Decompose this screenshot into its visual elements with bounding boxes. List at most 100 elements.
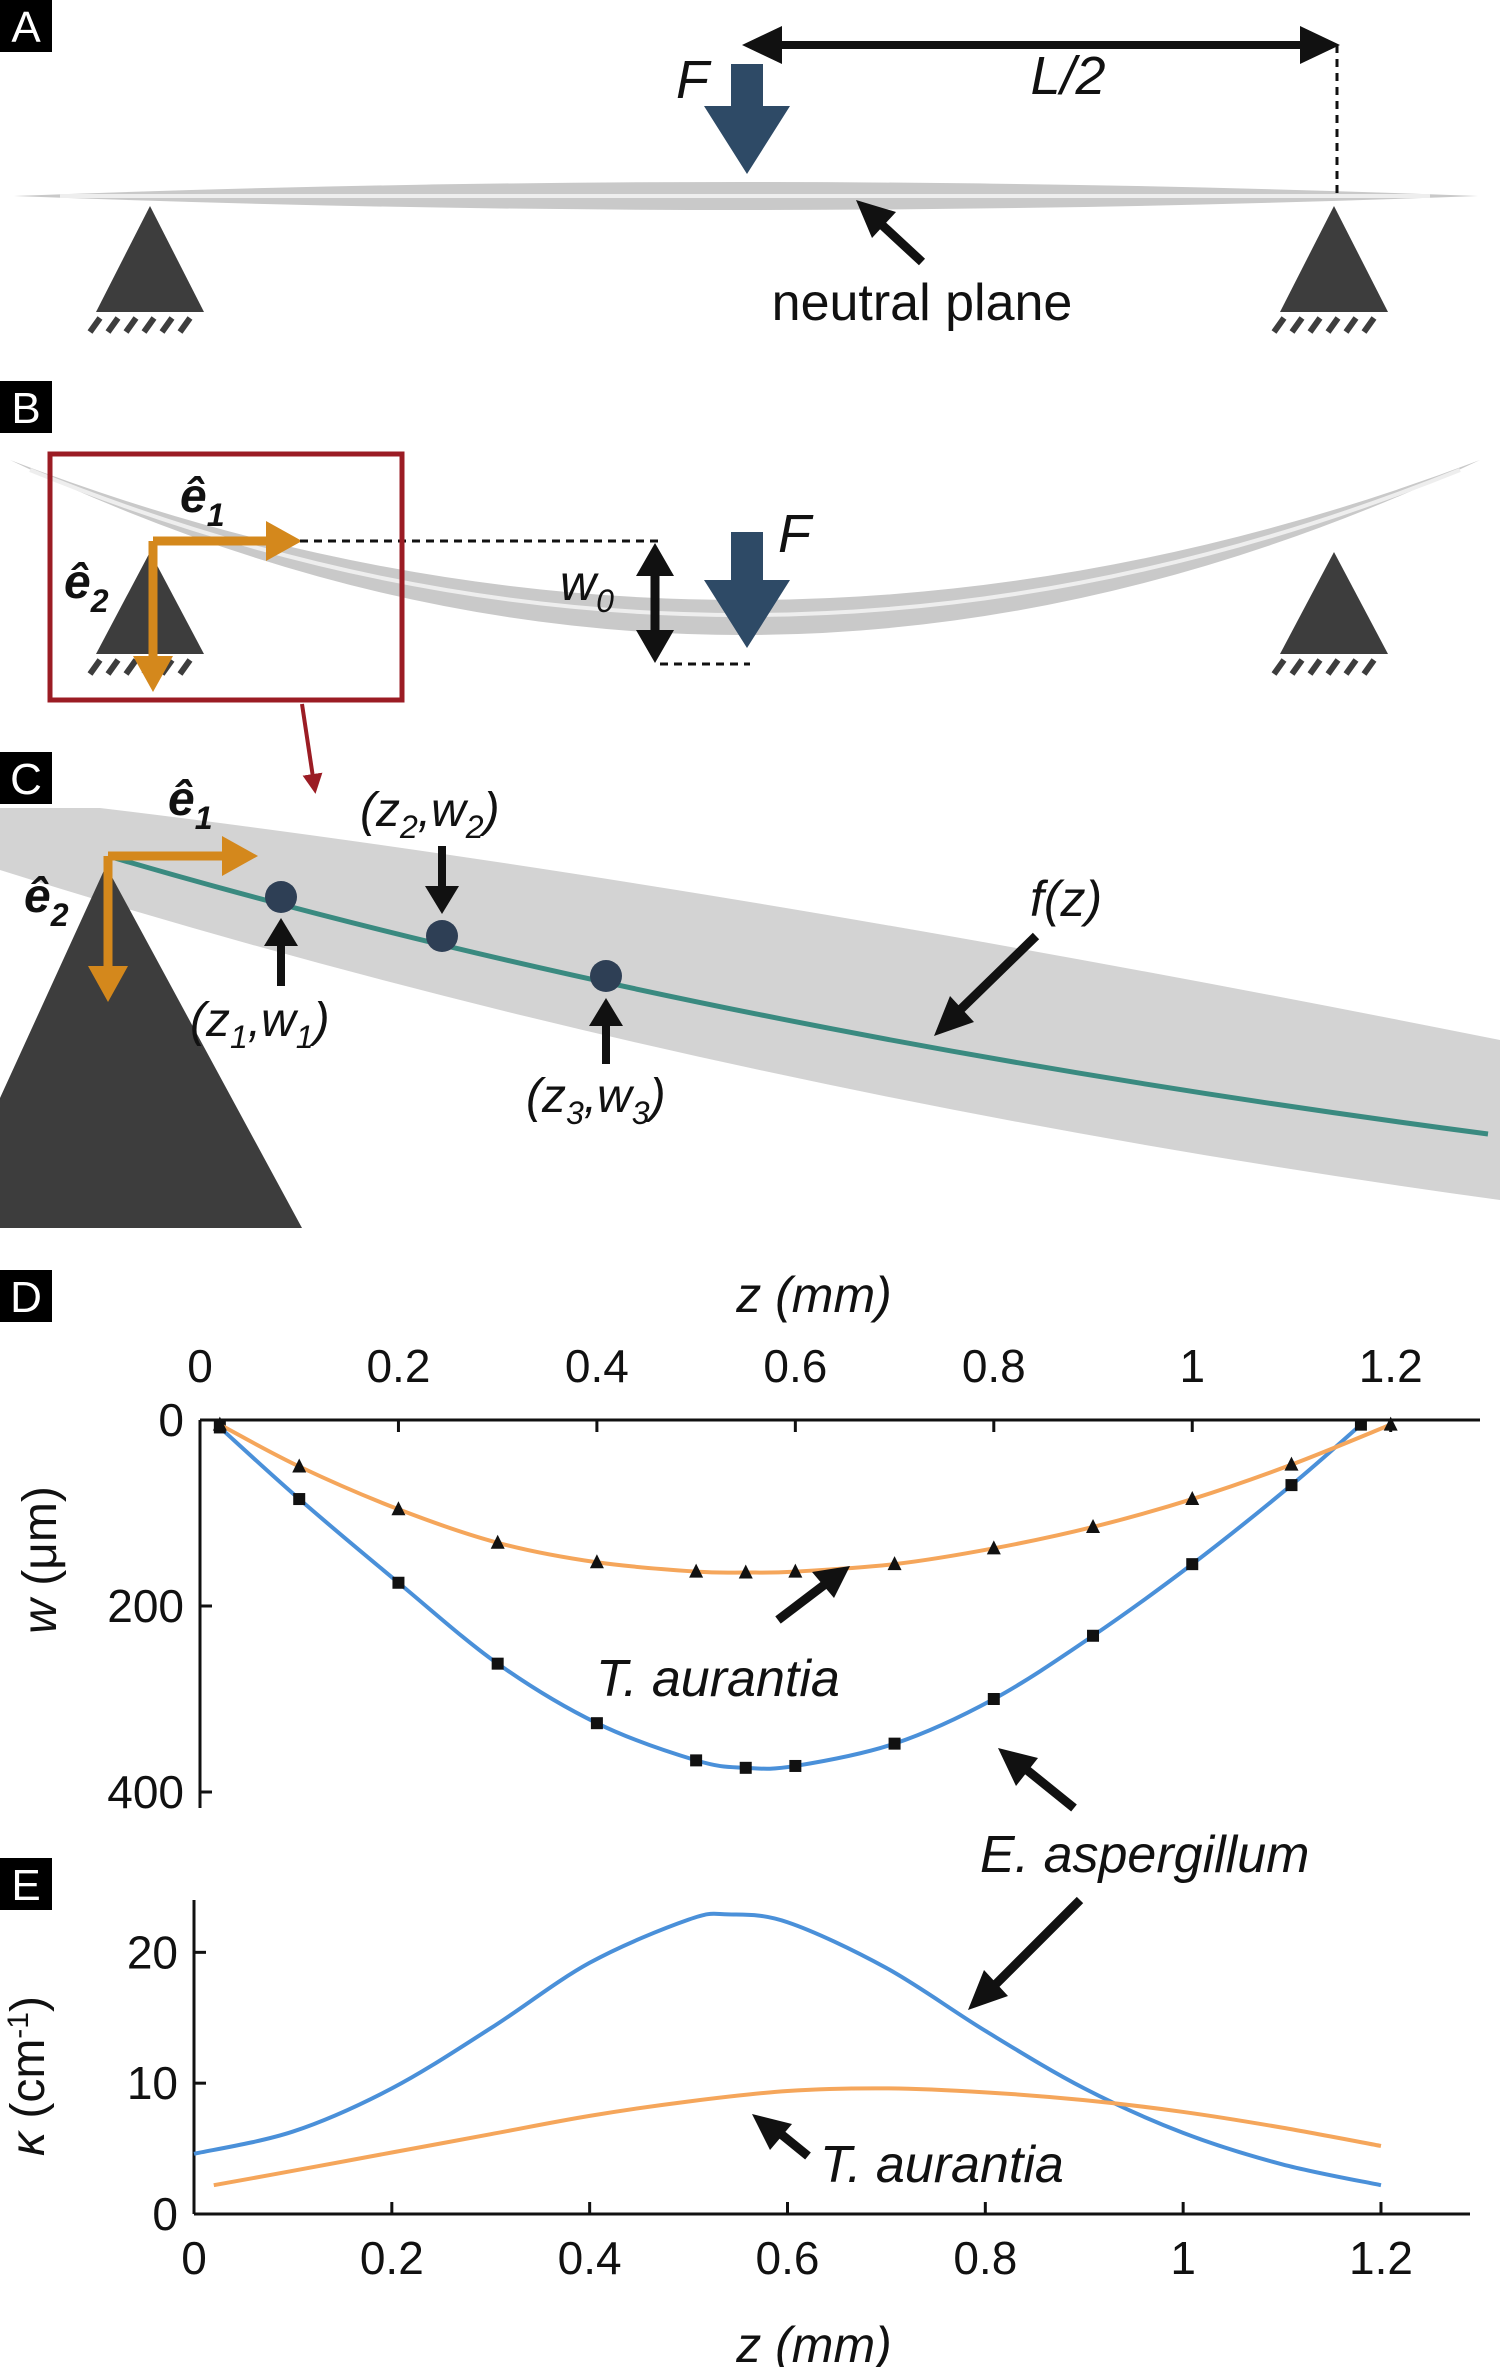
panel-e-ytick-label: 10: [127, 2057, 178, 2109]
panel-d-xtick-label: 0: [187, 1340, 213, 1392]
panel-d-xtick-label: 0.2: [366, 1340, 430, 1392]
panel-e-badge: [0, 1858, 52, 1910]
panel-e-axes: 0 0.2 0.4 0.6 0.8 1 1.2 0 10 20: [127, 1900, 1470, 2284]
basis-vectors-c: [88, 836, 258, 1002]
panel-d-ytick-label: 200: [107, 1580, 184, 1632]
e2-label-c: ê2: [24, 870, 69, 933]
deflection-label: w0: [560, 555, 614, 619]
force-label-a: F: [676, 50, 712, 110]
panel-d: D z (mm) 0 0.2 0.4 0.6 0.8 1 1.2 0 200 400 w (μm)…: [0, 1267, 1480, 1884]
panel-d-marker-e-aspergillum: [590, 1717, 603, 1730]
panel-e-series: [193, 1911, 1382, 2188]
beam-bent: [10, 460, 1480, 635]
deflection-arrow: [636, 543, 674, 663]
panel-d-marker-e-aspergillum: [293, 1493, 306, 1506]
force-label-b: F: [778, 504, 814, 564]
panel-d-marker-t-aurantia: [490, 1534, 505, 1549]
zoom-pointer: [300, 703, 323, 794]
panel-d-badge: [0, 1270, 52, 1322]
panel-d-marker-e-aspergillum: [1285, 1479, 1298, 1492]
basis-vectors-b: [133, 521, 302, 692]
panel-d-marker-t-aurantia: [738, 1564, 753, 1579]
panel-b-badge: [0, 381, 52, 433]
panel-d-marker-e-aspergillum: [789, 1759, 802, 1772]
sample-point-1: [265, 881, 297, 913]
panel-d-marker-t-aurantia: [986, 1540, 1001, 1555]
panel-c: C ê1 ê2 (z1,: [0, 752, 1500, 1228]
panel-d-ylabel: w (μm): [14, 1486, 67, 1634]
sample-point-2: [426, 920, 458, 952]
panel-d-marker-t-aurantia: [887, 1556, 902, 1571]
e1-label-c: ê1: [168, 773, 213, 836]
panel-d-marker-t-aurantia: [1284, 1456, 1299, 1471]
panel-e-xtick-label: 0: [181, 2232, 207, 2284]
point-label-3: (z3,w3): [526, 1070, 666, 1131]
zoom-region-box: [47, 451, 405, 703]
panel-b: B: [0, 381, 1480, 794]
panel-c-badge: [0, 752, 52, 804]
neutral-plane-label: neutral plane: [772, 274, 1073, 332]
panel-d-ytick-label: 0: [158, 1394, 184, 1446]
e-aspergillum-label: E. aspergillum: [980, 1826, 1309, 1884]
panel-d-marker-t-aurantia: [589, 1554, 604, 1569]
left-support: [87, 206, 204, 334]
panel-d-xtick-label: 1: [1179, 1340, 1205, 1392]
panel-d-annotation-arrows: [775, 1566, 1077, 1812]
t-aurantia-label-d: T. aurantia: [596, 1650, 840, 1708]
panel-d-marker-e-aspergillum: [1186, 1558, 1199, 1571]
panel-d-xtick-label: 1.2: [1359, 1340, 1423, 1392]
panel-d-series: [212, 1416, 1398, 1774]
panel-d-marker-t-aurantia: [212, 1416, 227, 1431]
force-arrow-b: [704, 532, 790, 648]
panel-e-xtick-label: 0.8: [953, 2232, 1017, 2284]
panel-e-xtick-label: 1.2: [1349, 2232, 1413, 2284]
panel-e-xlabel: z (mm): [735, 2317, 892, 2367]
e1-label-b: ê1: [180, 470, 225, 533]
panel-d-xlabel: z (mm): [735, 1267, 892, 1323]
panel-d-marker-t-aurantia: [788, 1563, 803, 1578]
panel-d-marker-t-aurantia: [1185, 1491, 1200, 1506]
half-span-dimension: [742, 26, 1340, 196]
point-pointers: [264, 846, 1040, 1064]
panel-d-marker-t-aurantia: [292, 1458, 307, 1473]
t-aurantia-label-e: T. aurantia: [820, 2136, 1064, 2194]
panel-d-marker-e-aspergillum: [690, 1754, 703, 1767]
panel-a-badge: [0, 0, 52, 52]
panel-e-line-e-aspergillum: [193, 1911, 1382, 2188]
panel-e-xtick-label: 0.6: [756, 2232, 820, 2284]
panel-e-ytick-label: 20: [127, 1926, 178, 1978]
panel-d-marker-e-aspergillum: [987, 1693, 1000, 1705]
right-support: [1271, 206, 1388, 334]
sample-point-3: [590, 960, 622, 992]
e2-label-b: ê2: [64, 556, 109, 619]
panel-b-label: B: [11, 384, 40, 433]
beam-zoomed: [0, 808, 1500, 1200]
neutral-plane-pointer-head: [856, 200, 896, 238]
panel-d-marker-e-aspergillum: [739, 1761, 752, 1774]
panel-d-axes: 0 0.2 0.4 0.6 0.8 1 1.2 0 200 400: [107, 1340, 1480, 1818]
panel-e-xtick-label: 1: [1170, 2232, 1196, 2284]
panel-e-line-t-aurantia: [213, 2086, 1382, 2188]
panel-d-marker-e-aspergillum: [1087, 1629, 1100, 1642]
panel-d-marker-e-aspergillum: [1354, 1418, 1367, 1431]
panel-d-ytick-label: 400: [107, 1766, 184, 1818]
panel-d-marker-t-aurantia: [689, 1563, 704, 1578]
support-zoomed: [0, 866, 302, 1228]
panel-a: A: [0, 0, 1478, 334]
panel-d-marker-e-aspergillum: [888, 1737, 901, 1750]
panel-e-ytick-label: 0: [152, 2188, 178, 2240]
panel-d-label: D: [10, 1273, 42, 1322]
panel-e-ylabel: κ (cm-1): [2, 1996, 55, 2156]
panel-e-annotation-arrows: [752, 1896, 1084, 2160]
fit-curve-label: f(z): [1030, 871, 1102, 927]
panel-d-xtick-label: 0.8: [962, 1340, 1026, 1392]
panel-d-marker-t-aurantia: [1383, 1416, 1398, 1431]
half-span-label: L/2: [1030, 46, 1105, 106]
panel-d-marker-e-aspergillum: [491, 1657, 504, 1670]
panel-e-xtick-label: 0.2: [360, 2232, 424, 2284]
panel-d-marker-e-aspergillum: [392, 1576, 405, 1589]
force-arrow-a: [704, 64, 790, 174]
panel-d-fit-e-aspergillum: [218, 1423, 1363, 1771]
panel-d-xtick-label: 0.4: [565, 1340, 629, 1392]
